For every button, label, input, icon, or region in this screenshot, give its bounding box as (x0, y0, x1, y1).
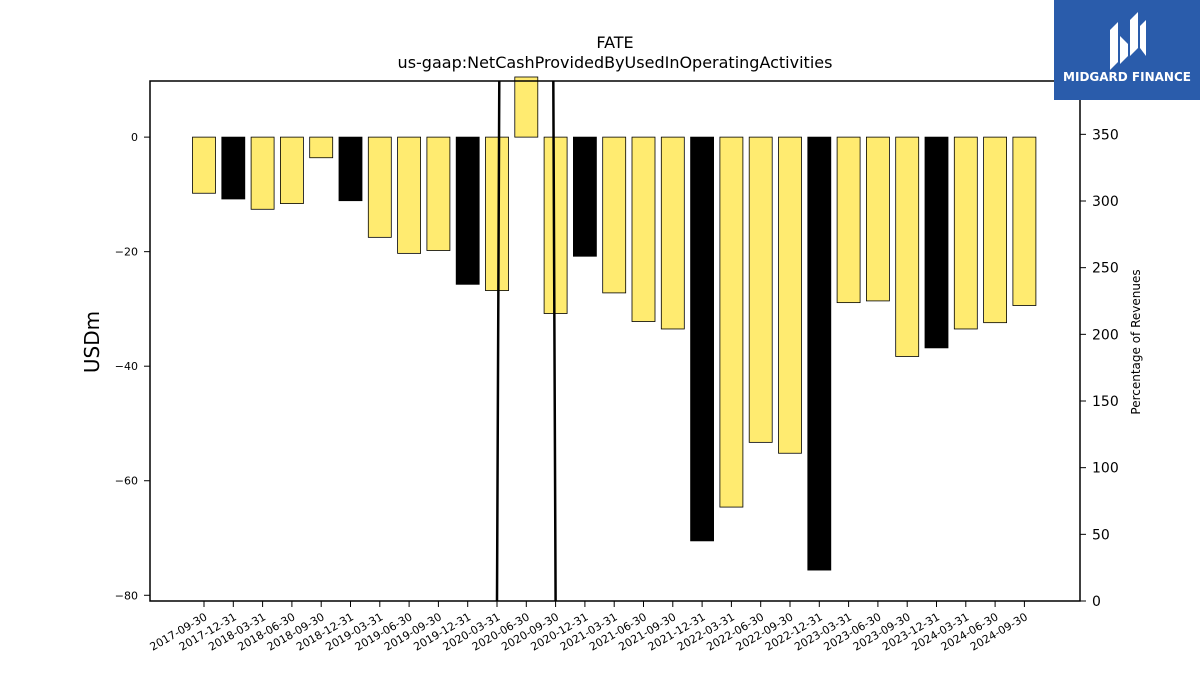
bar-2017-09-30 (192, 136, 216, 194)
bar-2023-06-30 (866, 136, 890, 302)
y-axis-label-right: Percentage of Revenues (1129, 269, 1143, 414)
bar-2024-03-31 (953, 136, 978, 330)
y-tick-label-right: 250 (1092, 261, 1119, 277)
brand-name: MIDGARD FINANCE (1063, 70, 1191, 84)
bar-2018-12-31 (338, 136, 363, 202)
bar-2019-03-31 (367, 136, 392, 238)
bar-2022-06-30 (748, 136, 773, 443)
chart-subtitle: us-gaap:NetCashProvidedByUsedInOperating… (398, 53, 833, 72)
midgard-logo-icon (1110, 12, 1146, 70)
y-tick-label-right: 300 (1092, 194, 1119, 210)
y-ticks-left: 0 −20 −40 −60 −80 (115, 131, 150, 602)
bar-2019-09-30 (426, 136, 451, 251)
bar-2020-12-31 (573, 136, 597, 257)
bar-2019-06-30 (397, 136, 422, 254)
bar-2024-06-30 (983, 136, 1007, 324)
bar-2020-09-30 (543, 136, 568, 314)
bar-2020-06-30 (514, 76, 539, 138)
y-tick-label-left: −20 (115, 246, 138, 259)
bar-2023-03-31 (836, 136, 861, 304)
y-tick-label-right: 0 (1092, 594, 1101, 610)
bar-2021-03-31 (602, 136, 627, 294)
x-ticks: 2017-09-302017-12-312018-03-312018-06-30… (148, 601, 1030, 654)
y-ticks-right: 0 50 100 150 200 250 300 350 (1080, 127, 1119, 610)
bar-2019-12-31 (455, 136, 480, 285)
y-tick-label-left: −40 (115, 360, 138, 373)
y-tick-label-right: 50 (1092, 527, 1110, 543)
y-tick-label-right: 100 (1092, 461, 1119, 477)
bar-2021-09-30 (660, 136, 685, 330)
y-tick-label-left: −60 (115, 475, 138, 488)
bar-group (192, 76, 1037, 571)
bar-2020-03-31 (485, 136, 509, 292)
bar-2021-06-30 (631, 136, 656, 322)
y-axis-label-left: USDm (80, 311, 104, 373)
bar-2022-03-31 (719, 136, 744, 508)
y-tick-label-right: 150 (1092, 394, 1119, 410)
bar-2023-09-30 (895, 136, 920, 357)
bar-2022-12-31 (807, 136, 832, 571)
plot-frame (149, 80, 1081, 602)
bar-2023-12-31 (924, 136, 949, 349)
y-tick-label-left: −80 (115, 589, 138, 602)
y-tick-label-right: 200 (1092, 327, 1119, 343)
bar-2017-12-31 (221, 136, 246, 200)
brand-logo: MIDGARD FINANCE (1054, 0, 1200, 100)
bar-2024-09-30 (1012, 136, 1037, 306)
bar-2021-12-31 (690, 136, 714, 542)
bar-2022-09-30 (778, 136, 802, 454)
chart-title: FATE (596, 33, 633, 52)
bar-2018-06-30 (279, 136, 304, 204)
bar-2018-03-31 (250, 136, 275, 210)
y-tick-label-right: 350 (1092, 127, 1119, 143)
y-tick-label-left: 0 (131, 131, 138, 144)
bar-2018-09-30 (309, 136, 334, 159)
